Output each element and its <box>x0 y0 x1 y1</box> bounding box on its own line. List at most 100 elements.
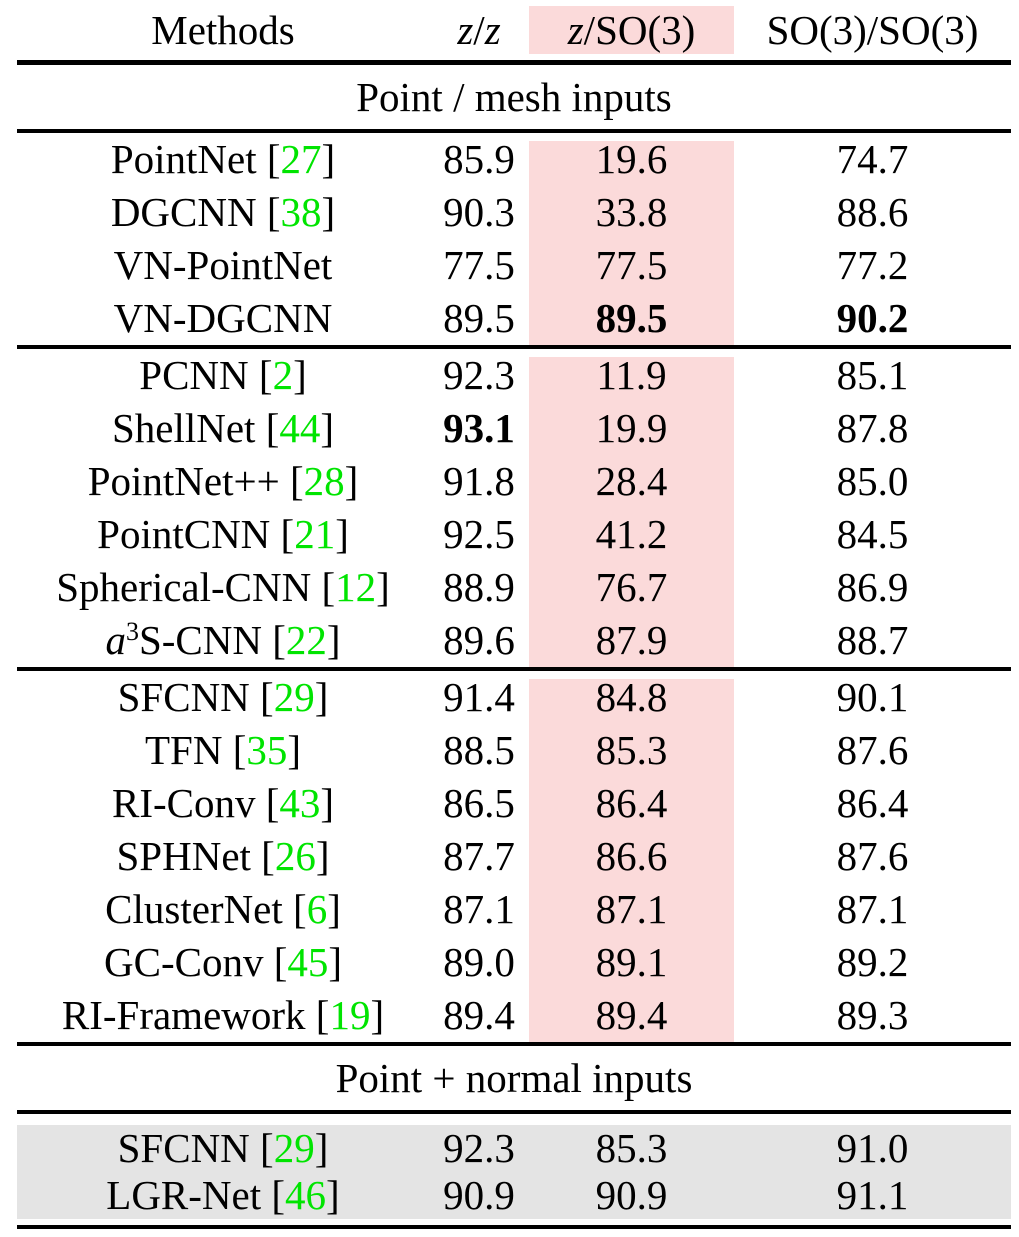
citation-link[interactable]: 44 <box>279 405 321 451</box>
citation-link[interactable]: 35 <box>246 727 288 773</box>
metric-value: 88.5 <box>443 727 515 773</box>
column-header-methods-label: Methods <box>151 6 295 53</box>
method-text-part: SFCNN <box>117 674 250 720</box>
citation-close-bracket: ] <box>320 405 335 451</box>
metric-value: 90.9 <box>443 1172 515 1218</box>
metric-value: 77.5 <box>443 242 515 288</box>
table-row: ClusterNet [6] 87.1 87.1 87.1 <box>17 883 1011 936</box>
citation-open-bracket: [ <box>315 992 330 1038</box>
citation-link[interactable]: 6 <box>306 886 328 932</box>
method-cell: PCNN [2] <box>17 349 429 402</box>
metric-cell: 89.4 <box>529 989 734 1042</box>
method-name: TFN [35] <box>145 730 301 771</box>
metric-cell: 85.1 <box>734 349 1011 402</box>
metric-cell: 87.7 <box>429 830 529 883</box>
metric-cell: 33.8 <box>529 186 734 239</box>
citation-close-bracket: ] <box>314 1125 329 1171</box>
method-cell: SPHNet [26] <box>17 830 429 883</box>
citation-link[interactable]: 29 <box>273 674 315 720</box>
citation-open-bracket: [ <box>232 727 247 773</box>
citation-link[interactable]: 19 <box>329 992 371 1038</box>
metric-cell: 87.1 <box>529 883 734 936</box>
citation-close-bracket: ] <box>321 136 336 182</box>
citation-link[interactable]: 46 <box>285 1172 327 1218</box>
metric-value: 85.3 <box>595 1125 668 1171</box>
citation-open-bracket: [ <box>293 886 307 932</box>
method-name: VN-DGCNN <box>114 298 333 339</box>
citation-link[interactable]: 43 <box>279 780 321 826</box>
method-cell: RI-Conv [43] <box>17 777 429 830</box>
table-row: SPHNet [26] 87.7 86.6 87.6 <box>17 830 1011 883</box>
metric-value: 90.2 <box>836 295 909 341</box>
metric-cell: 92.3 <box>429 349 529 402</box>
citation-close-bracket: ] <box>344 458 359 504</box>
table-row: VN-PointNet 77.5 77.5 77.2 <box>17 239 1011 292</box>
highlight-band <box>529 357 734 667</box>
method-cell: RI-Framework [19] <box>17 989 429 1042</box>
citation-close-bracket: ] <box>335 511 349 557</box>
method-name: a3S-CNN [22] <box>105 617 340 663</box>
method-cell: SFCNN [29] <box>17 1125 429 1172</box>
citation-open-bracket: [ <box>258 352 273 398</box>
method-text-part: / <box>473 6 485 53</box>
citation-link[interactable]: 45 <box>287 939 329 985</box>
metric-cell: 28.4 <box>529 455 734 508</box>
method-text-part: LGR-Net <box>106 1172 262 1218</box>
citation-close-bracket: ] <box>314 674 329 720</box>
citation-link[interactable]: 29 <box>273 1125 315 1171</box>
table-row: GC-Conv [45] 89.0 89.1 89.2 <box>17 936 1011 989</box>
metric-value: 84.8 <box>595 674 668 720</box>
citation-link[interactable]: 28 <box>303 458 345 504</box>
method-cell: VN-PointNet <box>17 239 429 292</box>
method-cell: PointNet++ [28] <box>17 455 429 508</box>
citation-link[interactable]: 21 <box>294 511 336 557</box>
citation-open-bracket: [ <box>321 564 336 610</box>
metric-cell: 86.9 <box>734 561 1011 614</box>
metric-value: 87.8 <box>836 405 909 451</box>
method-name: SFCNN [29] <box>118 1128 329 1169</box>
metric-cell: 85.3 <box>529 724 734 777</box>
metric-cell: 87.1 <box>734 883 1011 936</box>
citation-link[interactable]: 2 <box>272 352 294 398</box>
citation-link[interactable]: 27 <box>280 136 322 182</box>
table-row: LGR-Net [46] 90.9 90.9 91.1 <box>17 1172 1011 1219</box>
metric-cell: 87.1 <box>429 883 529 936</box>
citation-link[interactable]: 22 <box>285 617 327 663</box>
method-name: SPHNet [26] <box>117 836 330 877</box>
metric-value: 89.0 <box>443 939 515 985</box>
highlight-band <box>529 141 734 345</box>
metric-cell: 89.5 <box>529 292 734 345</box>
table-row: TFN [35] 88.5 85.3 87.6 <box>17 724 1011 777</box>
method-name: Spherical-CNN [12] <box>56 567 390 608</box>
citation-open-bracket: [ <box>271 1172 286 1218</box>
metric-value: 90.3 <box>443 189 515 235</box>
table-row: RI-Conv [43] 86.5 86.4 86.4 <box>17 777 1011 830</box>
citation-link[interactable]: 12 <box>335 564 377 610</box>
table-row: RI-Framework [19] 89.4 89.4 89.3 <box>17 989 1011 1042</box>
citation-link[interactable]: 26 <box>274 833 316 879</box>
metric-value: 88.6 <box>836 189 909 235</box>
table-row: PCNN [2] 92.3 11.9 85.1 <box>17 349 1011 402</box>
citation-open-bracket: [ <box>265 780 280 826</box>
metric-cell: 90.1 <box>734 671 1011 724</box>
metric-value: 92.3 <box>443 352 515 398</box>
method-cell: VN-DGCNN <box>17 292 429 345</box>
metric-cell: 87.8 <box>734 402 1011 455</box>
citation-open-bracket: [ <box>261 833 275 879</box>
table-row: VN-DGCNN 89.5 89.5 90.2 <box>17 292 1011 345</box>
metric-cell: 85.0 <box>734 455 1011 508</box>
metric-cell: 89.2 <box>734 936 1011 989</box>
table-row: SFCNN [29] 92.3 85.3 91.0 <box>17 1125 1011 1172</box>
metric-cell: 92.3 <box>429 1125 529 1172</box>
table-header-row: Methods z/z z/SO(3) SO(3)/SO(3) <box>17 0 1011 60</box>
metric-cell: 74.7 <box>734 133 1011 186</box>
citation-link[interactable]: 38 <box>280 189 322 235</box>
metric-value: 91.4 <box>443 674 515 720</box>
citation-open-bracket: [ <box>266 136 281 182</box>
method-text-part: a <box>105 617 126 663</box>
table-body: Point / mesh inputs PointNet [27] 85.9 19.6… <box>17 65 1011 1229</box>
method-cell: PointCNN [21] <box>17 508 429 561</box>
metric-cell: 89.4 <box>429 989 529 1042</box>
metric-value: 86.4 <box>595 780 668 826</box>
metric-value: 87.9 <box>595 617 668 663</box>
